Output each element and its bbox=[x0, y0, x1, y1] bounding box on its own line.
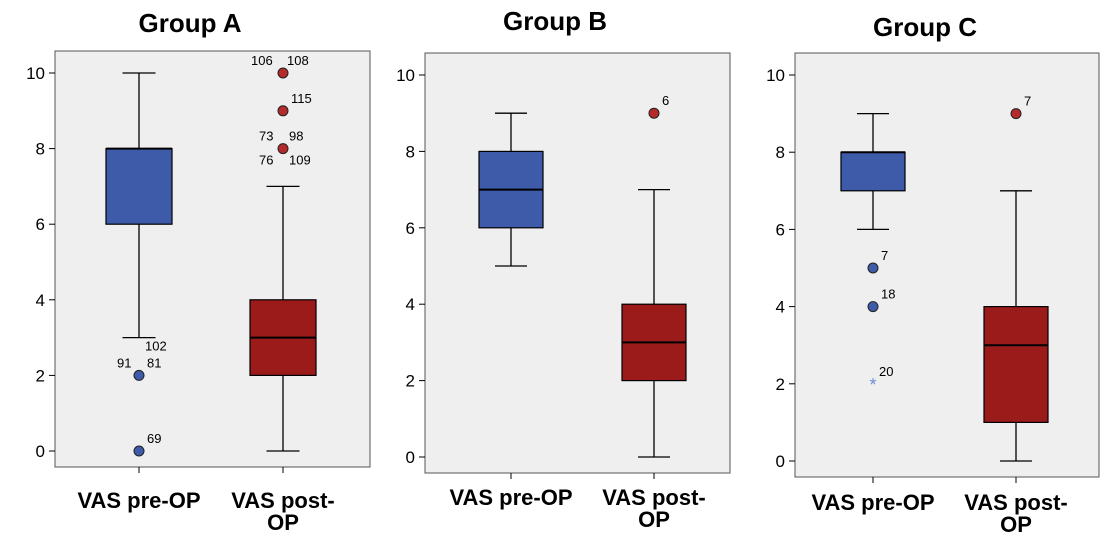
y-tick-label: 4 bbox=[776, 298, 785, 317]
plot-area bbox=[54, 50, 371, 468]
iqr-box bbox=[105, 148, 173, 225]
y-tick-label: 8 bbox=[776, 143, 785, 162]
y-tick-label: 4 bbox=[406, 295, 415, 314]
y-tick-label: 2 bbox=[776, 375, 785, 394]
panel-title: Group A bbox=[138, 8, 241, 38]
y-tick-label: 10 bbox=[766, 66, 785, 85]
panel-title: Group C bbox=[873, 12, 977, 42]
x-category-label: VAS pre-OP bbox=[77, 488, 200, 513]
y-tick-label: 4 bbox=[36, 291, 45, 310]
panel-group-c: Group C 0 2 4 6 8 10 VAS pre-OP VAS post-OP 7 18 *2… bbox=[766, 12, 1100, 537]
outlier-label: 98 bbox=[289, 129, 303, 144]
outlier-point bbox=[867, 301, 879, 313]
box-pre-op bbox=[478, 112, 544, 267]
outlier-label: 109 bbox=[289, 153, 311, 168]
outlier-point bbox=[867, 262, 879, 274]
panel-group-a: Group A 0 2 4 6 8 10 VAS pre-OP VAS post-OP 91 81 6… bbox=[26, 8, 371, 535]
y-tick-label: 2 bbox=[36, 366, 45, 385]
plot-area bbox=[794, 52, 1100, 478]
outlier-point bbox=[277, 143, 289, 155]
outlier-point bbox=[277, 67, 289, 79]
outlier-point bbox=[133, 445, 145, 457]
y-tick-label: 10 bbox=[396, 66, 415, 85]
panel-title: Group B bbox=[503, 6, 607, 36]
outlier-label: 91 bbox=[117, 355, 131, 370]
y-tick-label: 6 bbox=[776, 220, 785, 239]
box-post-op bbox=[983, 190, 1049, 462]
outlier-label: 73 bbox=[259, 129, 273, 144]
y-tick-label: 8 bbox=[36, 140, 45, 159]
outlier-label: 115 bbox=[291, 91, 312, 106]
outlier-label: 7 bbox=[881, 248, 888, 263]
outlier-label: 7 bbox=[1024, 94, 1031, 109]
panel-group-b: Group B 0 2 4 6 8 10 VAS pre-OP VAS post-OP 6 bbox=[396, 6, 731, 532]
y-tick-label: 6 bbox=[406, 219, 415, 238]
y-tick-label: 0 bbox=[406, 448, 415, 467]
outlier-label: 76 bbox=[259, 153, 273, 168]
box-post-op bbox=[621, 188, 687, 458]
x-category-label: VAS post-OP bbox=[964, 490, 1067, 537]
outlier-point bbox=[133, 369, 145, 381]
outlier-point bbox=[1010, 108, 1022, 120]
y-tick-label: 8 bbox=[406, 142, 415, 161]
outlier-label: 81 bbox=[147, 355, 161, 370]
box-pre-op bbox=[840, 112, 906, 231]
x-category-label: VAS pre-OP bbox=[449, 485, 572, 510]
y-tick-label: 0 bbox=[36, 442, 45, 461]
y-tick-label: 2 bbox=[406, 372, 415, 391]
box-pre-op bbox=[105, 72, 173, 339]
y-tick-label: 6 bbox=[36, 215, 45, 234]
plot-area bbox=[424, 52, 731, 474]
outlier-label: 18 bbox=[881, 287, 895, 302]
outlier-label: 108 bbox=[287, 53, 309, 68]
outlier-label: 106 bbox=[251, 53, 273, 68]
outlier-point bbox=[648, 107, 660, 119]
x-category-label: VAS post-OP bbox=[602, 485, 705, 532]
y-tick-label: 0 bbox=[776, 452, 785, 471]
case-label: 102 bbox=[145, 339, 167, 354]
outlier-label: 6 bbox=[662, 93, 669, 108]
x-category-label: VAS pre-OP bbox=[811, 490, 934, 515]
iqr-box bbox=[983, 306, 1049, 424]
iqr-box bbox=[840, 151, 906, 192]
x-category-label: VAS post-OP bbox=[231, 488, 334, 535]
box-post-op bbox=[249, 185, 317, 452]
outlier-label: 20 bbox=[879, 364, 893, 379]
outlier-label: 69 bbox=[147, 431, 161, 446]
y-tick-label: 10 bbox=[26, 64, 45, 83]
extreme-star-marker: * bbox=[869, 375, 876, 395]
outlier-point bbox=[277, 105, 289, 117]
